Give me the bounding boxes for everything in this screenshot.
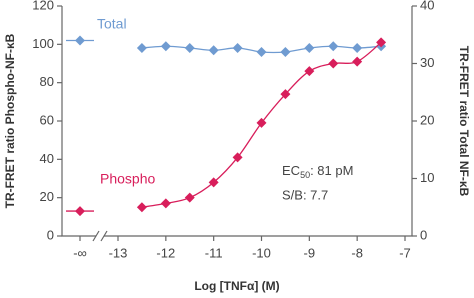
point: [304, 66, 315, 77]
y-tick-label: 120: [32, 0, 54, 12]
y2-axis-title: TR-FRET ratio Total NF-κB: [457, 46, 471, 197]
y-tick-label: 0: [47, 227, 54, 242]
point: [75, 206, 85, 217]
y-tick-label: 20: [40, 189, 54, 204]
x-tick-label: -10: [252, 245, 271, 260]
y2-tick-label: 0: [420, 227, 427, 242]
ec50-text: EC: [282, 163, 300, 178]
point: [328, 41, 339, 52]
y2-tick-label: 30: [420, 55, 434, 70]
point: [136, 202, 147, 213]
point: [328, 58, 339, 69]
x-tick-label: -13: [109, 245, 128, 260]
series-label: Phospho: [100, 171, 155, 187]
y-tick-label: 80: [40, 74, 54, 89]
point: [304, 42, 315, 53]
x-tick-label: -11: [205, 245, 223, 260]
ec50-value: : 81 pM: [310, 163, 353, 178]
point: [256, 117, 267, 128]
point: [376, 37, 387, 48]
x-tick-label: -8: [351, 245, 363, 260]
point: [160, 198, 171, 209]
point: [352, 56, 363, 67]
point: [280, 89, 291, 100]
x-tick-label: -9: [304, 245, 316, 260]
y2-tick-label: 40: [420, 0, 434, 12]
point: [75, 35, 85, 46]
y2-tick-label: 10: [420, 170, 434, 185]
point: [160, 41, 171, 52]
point: [208, 177, 219, 188]
point: [184, 192, 195, 203]
x-tick-label: -12: [156, 245, 175, 260]
y-axis-title: TR-FRET ratio Phospho-NF-κB: [3, 33, 17, 208]
y2-tick-label: 20: [420, 112, 434, 127]
sb-annotation: S/B: 7.7: [282, 187, 328, 202]
point: [352, 42, 363, 53]
point: [184, 42, 195, 53]
series-label: Total: [97, 16, 127, 32]
x-axis-title: Log [TNFα] (M): [194, 279, 279, 293]
point: [256, 47, 267, 57]
y-tick-label: 60: [40, 112, 54, 127]
y-tick-label: 100: [32, 36, 54, 51]
x-tick-label: -∞: [73, 245, 87, 260]
point: [208, 45, 219, 56]
point: [280, 47, 291, 57]
axis-break: [92, 230, 108, 242]
ec50-annotation: EC50: 81 pM: [282, 163, 353, 180]
ec50-subscript: 50: [300, 170, 310, 180]
axis-frame: [61, 6, 413, 237]
point: [136, 42, 147, 53]
point: [232, 42, 243, 53]
y-tick-label: 40: [40, 151, 54, 166]
x-tick-label: -7: [399, 245, 411, 260]
point: [232, 152, 243, 163]
